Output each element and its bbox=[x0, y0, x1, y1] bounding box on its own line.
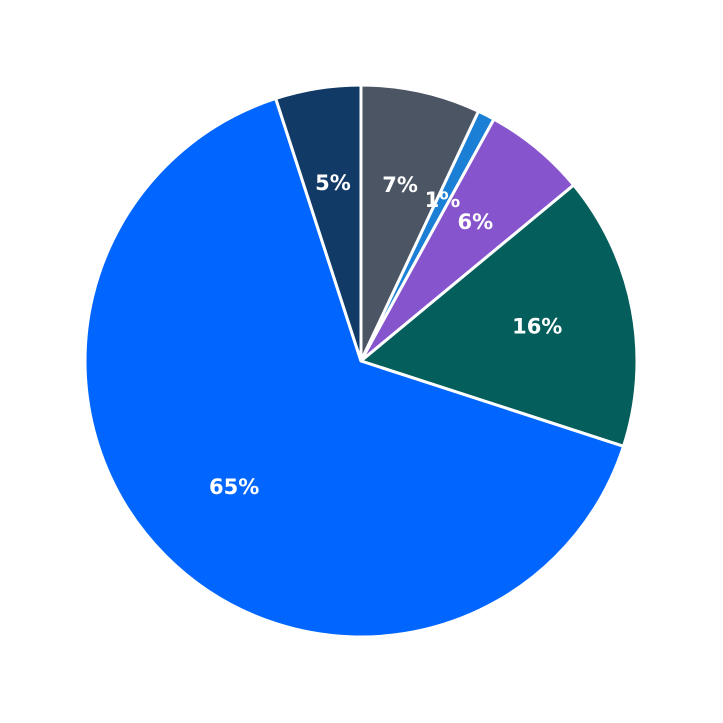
pie-slice bbox=[359, 183, 639, 448]
pie-slice bbox=[83, 97, 625, 639]
slice-label: 6% bbox=[458, 210, 494, 234]
pie-slice bbox=[359, 83, 481, 363]
slice-label: 7% bbox=[382, 173, 418, 197]
slice-label: 65% bbox=[209, 475, 259, 499]
slice-label: 16% bbox=[512, 314, 562, 338]
slice-label: 1% bbox=[425, 188, 461, 212]
slice-label: 5% bbox=[315, 171, 351, 195]
pie-slice bbox=[274, 83, 363, 363]
